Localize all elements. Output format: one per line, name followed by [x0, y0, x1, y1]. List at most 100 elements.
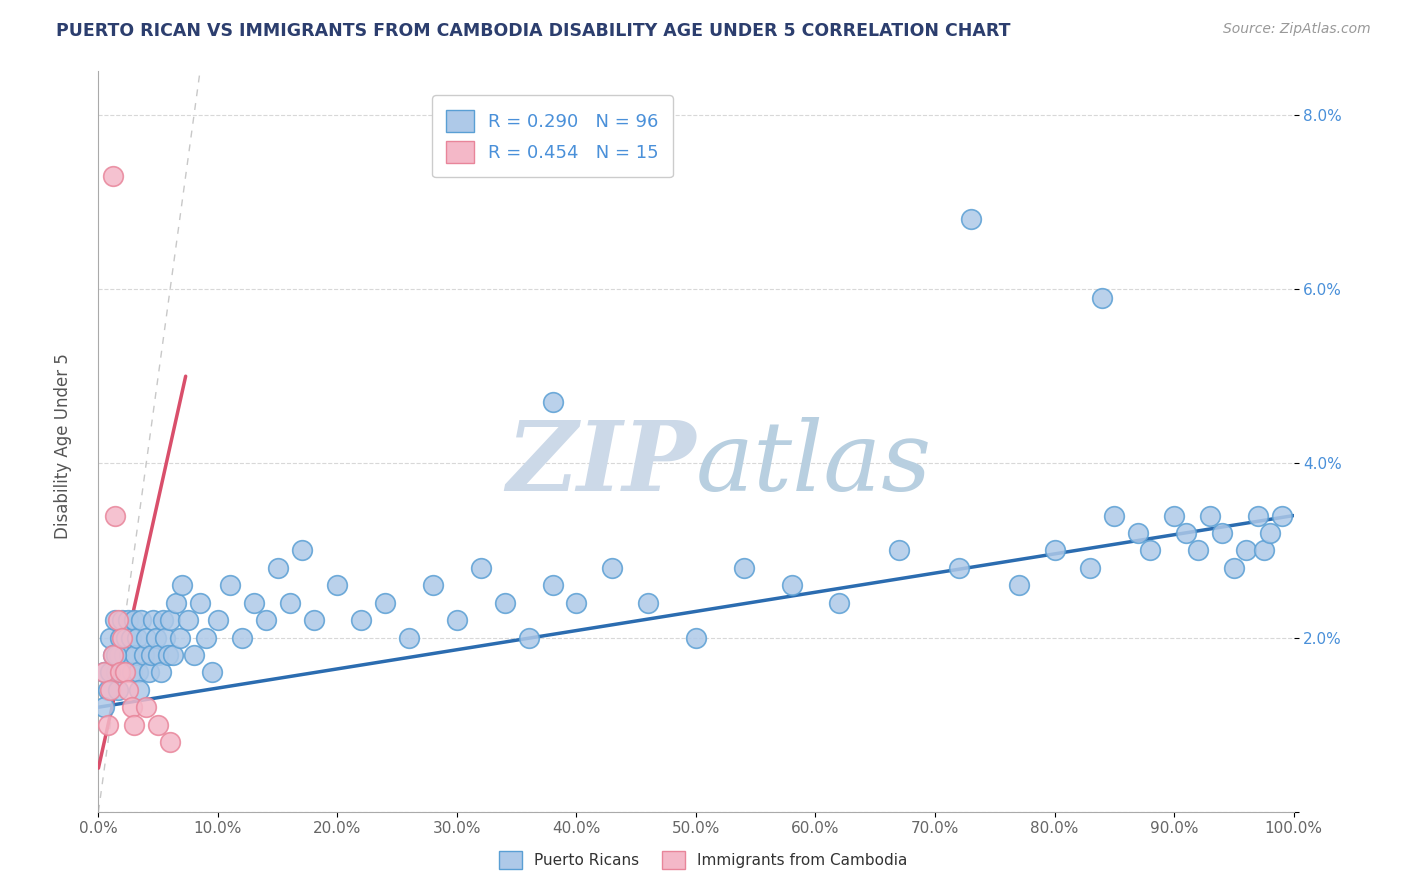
Point [446, 613, 468, 627]
Point [828, 596, 851, 610]
Point [1008, 578, 1031, 592]
Point [139, 648, 162, 662]
Point [1247, 508, 1270, 523]
Point [105, 665, 128, 680]
Point [101, 648, 124, 662]
Point [149, 665, 172, 680]
Point [1211, 526, 1233, 541]
Point [108, 631, 131, 645]
Point [152, 613, 174, 627]
Point [162, 648, 184, 662]
Point [541, 578, 564, 592]
Point [125, 631, 148, 645]
Point [231, 631, 253, 645]
Point [124, 648, 146, 662]
Point [121, 700, 143, 714]
Point [114, 665, 136, 680]
Point [104, 613, 127, 627]
Point [565, 596, 588, 610]
Point [494, 596, 516, 610]
Point [115, 631, 138, 645]
Point [172, 578, 194, 592]
Point [254, 613, 277, 627]
Point [169, 631, 191, 645]
Point [148, 648, 170, 662]
Point [1128, 526, 1150, 541]
Point [98, 682, 122, 697]
Point [142, 613, 165, 627]
Text: Source: ZipAtlas.com: Source: ZipAtlas.com [1223, 22, 1371, 37]
Point [278, 596, 301, 610]
Point [302, 613, 325, 627]
Point [124, 717, 146, 731]
Legend: Puerto Ricans, Immigrants from Cambodia: Puerto Ricans, Immigrants from Cambodia [492, 845, 914, 875]
Point [121, 665, 143, 680]
Point [132, 648, 155, 662]
Point [155, 631, 177, 645]
Point [326, 578, 349, 592]
Point [602, 561, 624, 575]
Point [1199, 508, 1222, 523]
Point [1043, 543, 1066, 558]
Point [1080, 561, 1102, 575]
Point [195, 631, 218, 645]
Point [780, 578, 803, 592]
Point [960, 212, 983, 227]
Point [422, 578, 444, 592]
Point [1163, 508, 1185, 523]
Point [112, 648, 135, 662]
Point [98, 631, 122, 645]
Point [131, 613, 153, 627]
Text: PUERTO RICAN VS IMMIGRANTS FROM CAMBODIA DISABILITY AGE UNDER 5 CORRELATION CHAR: PUERTO RICAN VS IMMIGRANTS FROM CAMBODIA… [56, 22, 1011, 40]
Point [135, 631, 157, 645]
Point [733, 561, 755, 575]
Point [93, 665, 115, 680]
Point [291, 543, 314, 558]
Point [685, 631, 707, 645]
Point [145, 631, 167, 645]
Point [350, 613, 373, 627]
Point [889, 543, 911, 558]
Point [117, 613, 139, 627]
Point [135, 700, 157, 714]
Point [159, 613, 181, 627]
Point [177, 613, 200, 627]
Point [219, 578, 242, 592]
Point [104, 508, 127, 523]
Point [1139, 543, 1161, 558]
Point [470, 561, 492, 575]
Point [118, 648, 141, 662]
Point [1223, 561, 1246, 575]
Point [107, 613, 129, 627]
Point [107, 648, 129, 662]
Point [148, 717, 170, 731]
Point [98, 665, 122, 680]
Point [541, 395, 564, 409]
Point [108, 665, 131, 680]
Point [156, 648, 179, 662]
Point [183, 648, 205, 662]
Point [127, 665, 149, 680]
Point [111, 613, 134, 627]
Point [1271, 508, 1294, 523]
Point [101, 169, 124, 183]
Point [398, 631, 420, 645]
Point [93, 700, 115, 714]
Point [165, 596, 187, 610]
Point [1104, 508, 1126, 523]
Point [1253, 543, 1275, 558]
Point [267, 561, 290, 575]
Point [120, 631, 142, 645]
Point [207, 613, 229, 627]
Point [1091, 291, 1114, 305]
Text: ZIP: ZIP [506, 417, 696, 511]
Point [517, 631, 540, 645]
Text: Disability Age Under 5: Disability Age Under 5 [55, 353, 72, 539]
Point [117, 682, 139, 697]
Point [159, 735, 181, 749]
Point [201, 665, 224, 680]
Point [97, 682, 120, 697]
Point [138, 665, 160, 680]
Text: atlas: atlas [696, 417, 932, 511]
Point [128, 682, 150, 697]
